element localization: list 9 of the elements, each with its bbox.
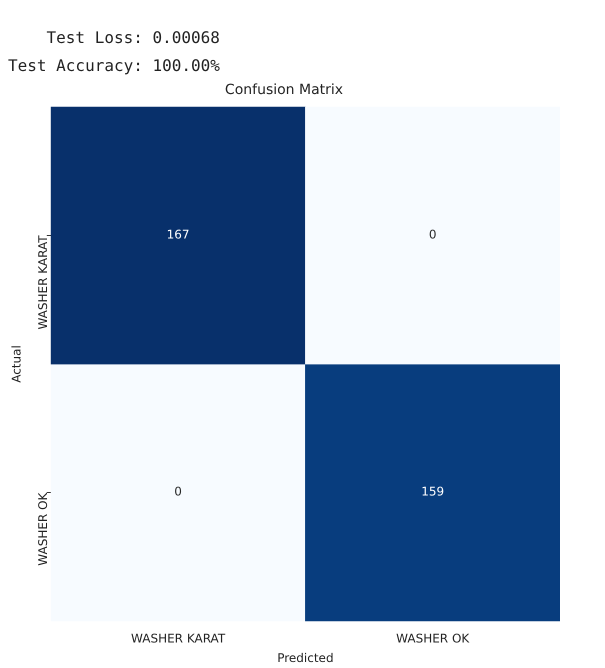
data-label: 0 xyxy=(428,228,437,242)
data-label: 0 xyxy=(174,484,182,499)
x-axis-title: Predicted xyxy=(277,650,334,665)
text: Test Loss: 0.00068 xyxy=(46,27,221,49)
y-axis-title: Actual xyxy=(9,345,24,383)
data-label: 167 xyxy=(166,228,190,242)
chart-title: Confusion Matrix xyxy=(224,82,344,98)
text: Test Accuracy: 100.00% xyxy=(8,55,221,77)
data-label: 159 xyxy=(421,484,444,499)
